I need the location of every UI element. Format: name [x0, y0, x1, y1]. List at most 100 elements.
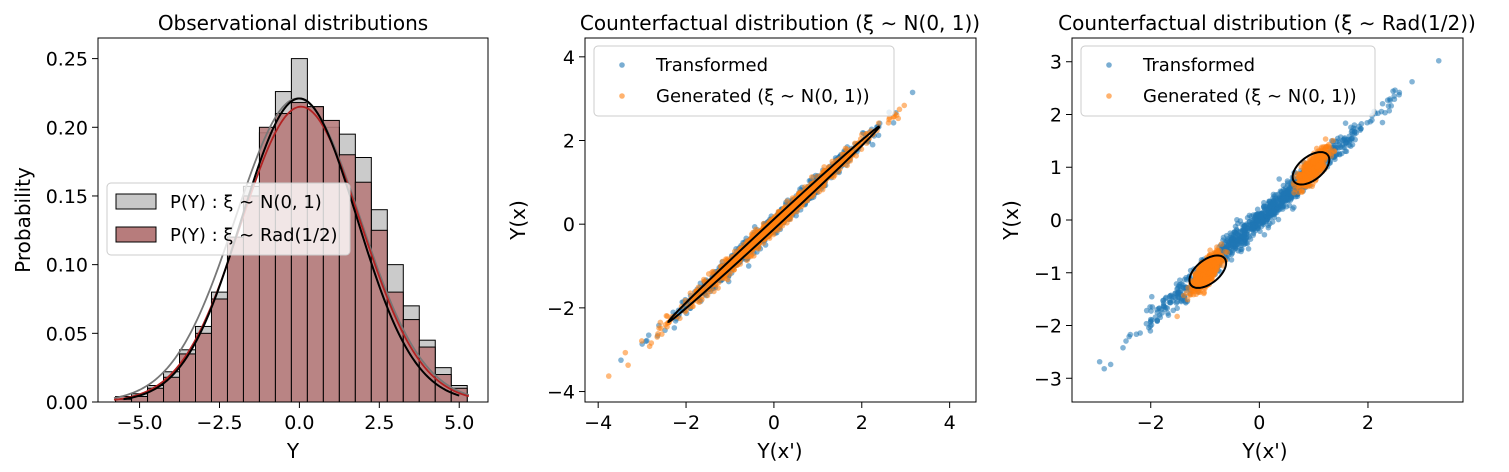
transformed-point: [890, 120, 897, 126]
generated-point: [1315, 155, 1322, 161]
legend: P(Y) : ξ ∼ N(0, 1) P(Y) : ξ ∼ Rad(1/2): [106, 182, 351, 256]
chart-title: Counterfactual distribution (ξ ∼ N(0, 1)…: [580, 11, 980, 35]
generated-point: [821, 174, 827, 181]
generated-point: [816, 188, 822, 195]
transformed-point: [1254, 206, 1261, 213]
histogram-bar-rademacher: [210, 298, 228, 402]
y-tick-label: 4: [563, 47, 575, 69]
generated-point: [1185, 285, 1191, 291]
legend-label-generated: Generated (ξ ∼ N(0, 1)): [1143, 86, 1357, 107]
legend-box: [106, 182, 351, 256]
transformed-point: [1243, 240, 1250, 246]
transformed-point: [1241, 223, 1247, 229]
transformed-point: [1258, 223, 1265, 230]
generated-point: [622, 349, 629, 356]
y-tick-label: 0.10: [46, 255, 88, 277]
histogram-bar-rademacher: [258, 126, 276, 402]
x-axis-label: Y(x'): [756, 439, 802, 463]
generated-point: [1180, 292, 1187, 299]
generated-point: [709, 269, 715, 275]
legend-label-transformed: Transformed: [1142, 55, 1255, 76]
generated-point: [896, 106, 903, 113]
transformed-point: [1378, 108, 1385, 115]
generated-point: [744, 257, 750, 264]
transformed-point: [1177, 277, 1183, 283]
transformed-point: [1220, 234, 1227, 241]
generated-point: [1174, 313, 1180, 320]
histogram-panel: Observational distributions −5.0 −2.5 0.0 2…: [11, 11, 489, 463]
kde-line-normal: [113, 97, 470, 399]
transformed-point: [1258, 219, 1265, 226]
generated-point: [1322, 136, 1329, 142]
generated-point: [654, 334, 660, 340]
transformed-point: [1096, 358, 1103, 365]
transformed-point: [1285, 196, 1291, 202]
generated-point: [748, 241, 755, 247]
y-tick-label: 2: [1050, 104, 1062, 126]
generated-point: [1313, 145, 1320, 152]
y-tick-label: −3: [1034, 368, 1062, 390]
confidence-ellipse: [1188, 254, 1228, 289]
transformed-point: [1156, 312, 1163, 318]
generated-point: [875, 120, 882, 126]
generated-point: [656, 325, 662, 331]
x-tick-label: 0: [768, 412, 780, 434]
transformed-point: [1342, 120, 1349, 126]
plot-frame: [584, 37, 977, 403]
generated-point: [791, 203, 797, 210]
generated-point: [648, 340, 655, 346]
generated-point: [1216, 259, 1223, 265]
transformed-point: [1273, 200, 1280, 207]
x-tick-label: −2: [1137, 412, 1165, 434]
generated-point: [1184, 296, 1191, 303]
transformed-point: [1250, 223, 1256, 230]
generated-point: [779, 213, 785, 220]
legend-swatch-rademacher: [115, 226, 157, 243]
transformed-point: [1379, 100, 1386, 107]
transformed-point: [1386, 108, 1393, 114]
y-tick-label: −2: [547, 298, 575, 320]
transformed-point: [1175, 285, 1181, 292]
histogram-bar-rademacher: [418, 346, 436, 402]
histogram-bar-rademacher: [195, 332, 212, 402]
transformed-point: [1137, 330, 1143, 336]
generated-point: [687, 290, 694, 296]
transformed-point: [1338, 150, 1345, 157]
legend: Transformed Generated (ξ ∼ N(0, 1)): [593, 45, 895, 117]
x-tick-label: 2.5: [364, 412, 394, 434]
y-tick-label: 3: [1050, 52, 1062, 74]
y-axis-label: Y(x): [999, 200, 1023, 241]
transformed-point: [1239, 227, 1246, 234]
legend-marker-transformed: [619, 62, 625, 68]
transformed-point: [909, 89, 916, 96]
transformed-point: [745, 263, 752, 269]
legend-marker-transformed: [1106, 62, 1112, 68]
transformed-point: [1350, 125, 1357, 131]
transformed-point: [1396, 91, 1402, 98]
y-tick-label: 0.00: [46, 392, 88, 414]
transformed-point: [1343, 139, 1350, 146]
transformed-point: [1267, 210, 1274, 216]
generated-point: [821, 164, 827, 170]
x-axis-label: Y: [286, 439, 300, 463]
transformed-point: [1143, 307, 1150, 314]
legend-marker-generated: [1106, 93, 1112, 99]
y-tick-label: 0: [1050, 210, 1062, 232]
confidence-ellipse: [667, 125, 881, 323]
histogram-bar-rademacher: [386, 291, 404, 402]
x-axis-label: Y(x'): [1241, 439, 1287, 463]
histogram-bar-rademacher: [322, 119, 340, 402]
transformed-point: [869, 141, 876, 148]
counterfactual-normal-panel: Counterfactual distribution (ξ ∼ N(0, 1)…: [506, 11, 980, 463]
confidence-ellipse: [1291, 151, 1331, 186]
transformed-point: [875, 132, 882, 139]
transformed-point: [1343, 148, 1350, 155]
transformed-point: [1147, 304, 1153, 310]
transformed-point: [1170, 294, 1177, 300]
y-tick-label: 2: [563, 131, 575, 153]
y-axis-label: Y(x): [506, 200, 530, 241]
y-tick-label: 0.15: [46, 186, 88, 208]
generated-point: [625, 362, 631, 368]
x-tick-label: 4: [944, 412, 956, 434]
